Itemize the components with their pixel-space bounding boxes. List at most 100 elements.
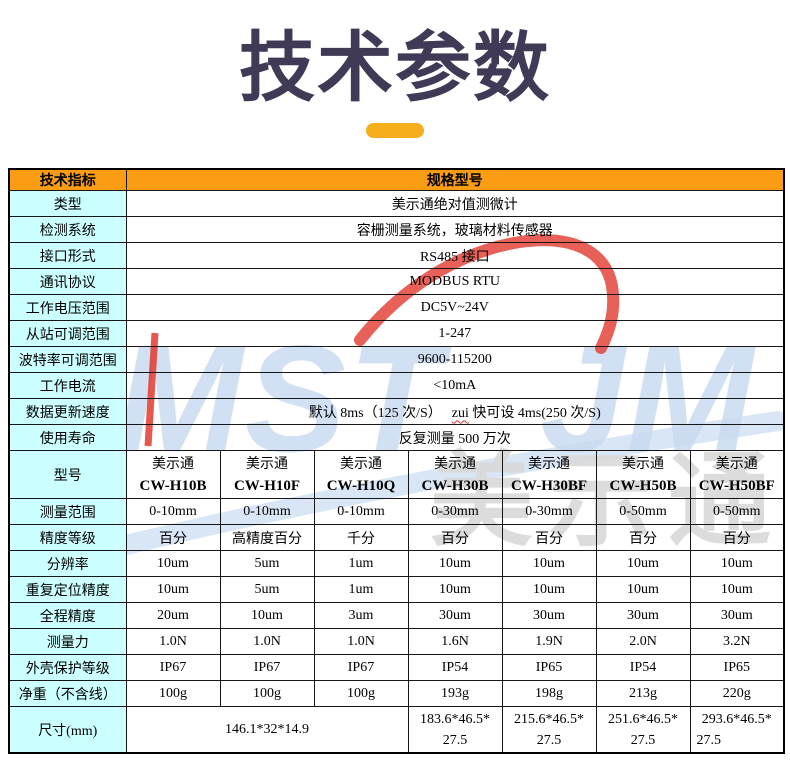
param-value-cell: 213g: [595, 680, 691, 707]
table-row: 通讯协议 MODBUS RTU: [8, 268, 785, 295]
model-brand: 美示通: [246, 456, 288, 472]
param-value-cell: 10um: [689, 550, 785, 577]
table-row: 类型 美示通绝对值测微计: [8, 190, 785, 217]
param-value-cell: 30um: [689, 602, 785, 629]
table-row: 检测系统 容栅测量系统，玻璃材料传感器: [8, 216, 785, 243]
row-label-cell: 数据更新速度: [8, 398, 127, 425]
param-value-cell: 30um: [501, 602, 597, 629]
model-number: CW-H10Q: [326, 477, 396, 494]
spec-value-cell: 1-247: [125, 320, 785, 347]
model-cell: 美示通 CW-H10B: [125, 450, 221, 499]
param-value-cell: 百分: [595, 524, 691, 551]
row-label-cell: 全程精度: [8, 602, 127, 629]
table-row: 波特率可调范围 9600-115200: [8, 346, 785, 373]
param-value-cell: 0-50mm: [689, 498, 785, 525]
param-value-cell: IP67: [125, 654, 221, 681]
model-brand: 美示通: [434, 456, 476, 472]
param-value-cell: 百分: [407, 524, 503, 551]
model-number: CW-H10B: [139, 477, 207, 494]
model-brand: 美示通: [152, 456, 194, 472]
table-row: 接口形式 RS485 接口: [8, 242, 785, 269]
param-value-cell: 10um: [125, 550, 221, 577]
header-spec-cell: 规格型号: [125, 168, 785, 191]
param-value-cell: 30um: [407, 602, 503, 629]
spec-value-cell: 容栅测量系统，玻璃材料传感器: [125, 216, 785, 243]
param-value-cell: 1.0N: [125, 628, 221, 655]
row-label-cell: 测量范围: [8, 498, 127, 525]
param-value-cell: IP65: [501, 654, 597, 681]
table-row: 从站可调范围 1-247: [8, 320, 785, 347]
param-value-cell: 百分: [501, 524, 597, 551]
param-value-cell: IP67: [219, 654, 315, 681]
spec-table-wrap: MST JM 美示通 技术指标 规格型号 类型 美示通绝对值测微计 检测系统 容栅测量系统…: [8, 168, 786, 758]
param-value-cell: 1.6N: [407, 628, 503, 655]
param-value-cell: 198g: [501, 680, 597, 707]
table-row: 测量范围 0-10mm 0-10mm 0-10mm 0-30mm 0-30mm 0-50mm…: [8, 498, 785, 525]
size-value-cell: 251.6*46.5* 27.5: [595, 706, 691, 754]
model-cell: 美示通 CW-H30BF: [501, 450, 597, 499]
value-suffix: 快可设 4ms(250 次/S): [468, 405, 601, 421]
param-value-cell: 1.9N: [501, 628, 597, 655]
row-label-cell: 测量力: [8, 628, 127, 655]
param-value-cell: 10um: [407, 576, 503, 603]
param-value-cell: 百分: [689, 524, 785, 551]
row-label-cell: 类型: [8, 190, 127, 217]
model-row: 型号 美示通 CW-H10B 美示通 CW-H10F 美示通 CW-H10Q 美示通 CW-H3…: [8, 450, 785, 499]
model-brand: 美示通: [528, 456, 570, 472]
row-label-cell: 通讯协议: [8, 268, 127, 295]
size-merged-cell: 146.1*32*14.9: [125, 706, 409, 754]
spec-value-cell: RS485 接口: [125, 242, 785, 269]
table-header-row: 技术指标 规格型号: [8, 168, 785, 191]
param-value-cell: 0-30mm: [407, 498, 503, 525]
param-value-cell: 高精度百分: [219, 524, 315, 551]
spec-table: 技术指标 规格型号 类型 美示通绝对值测微计 检测系统 容栅测量系统，玻璃材料传感器 接口形…: [8, 168, 786, 754]
spec-value-cell: MODBUS RTU: [125, 268, 785, 295]
row-label-cell: 工作电流: [8, 372, 127, 399]
param-value-cell: 5um: [219, 576, 315, 603]
param-value-cell: IP54: [595, 654, 691, 681]
model-number: CW-H30B: [421, 477, 489, 494]
param-value-cell: 20um: [125, 602, 221, 629]
size-line2: 27.5: [536, 732, 562, 748]
value-prefix: 默认 8ms（125 次/S）: [308, 405, 442, 421]
spec-value-cell: DC5V~24V: [125, 294, 785, 321]
param-value-cell: 2.0N: [595, 628, 691, 655]
param-value-cell: 10um: [219, 602, 315, 629]
row-label-cell: 精度等级: [8, 524, 127, 551]
table-row: 全程精度 20um 10um 3um 30um 30um 30um 30um: [8, 602, 785, 629]
row-label-cell: 型号: [8, 450, 127, 499]
title-block: 技术参数: [0, 0, 790, 139]
size-line2: 27.5: [630, 732, 656, 748]
row-label-cell: 波特率可调范围: [8, 346, 127, 373]
param-value-cell: 百分: [125, 524, 221, 551]
param-value-cell: 1.0N: [313, 628, 409, 655]
param-value-cell: 1um: [313, 576, 409, 603]
model-cell: 美示通 CW-H30B: [407, 450, 503, 499]
model-cell: 美示通 CW-H10F: [219, 450, 315, 499]
spec-value-cell: <10mA: [125, 372, 785, 399]
model-number: CW-H50BF: [698, 477, 775, 494]
title-underline-bar: [366, 123, 424, 139]
model-cell: 美示通 CW-H50BF: [689, 450, 785, 499]
param-value-cell: 5um: [219, 550, 315, 577]
row-label-cell: 从站可调范围: [8, 320, 127, 347]
size-line1: 183.6*46.5*: [420, 711, 490, 727]
spec-value-cell: 默认 8ms（125 次/S） zui 快可设 4ms(250 次/S): [125, 398, 785, 425]
size-line2: 27.5: [442, 732, 468, 748]
spec-value-cell: 9600-115200: [125, 346, 785, 373]
table-row: 净重（不含线） 100g 100g 100g 193g 198g 213g 220g: [8, 680, 785, 707]
param-value-cell: 10um: [595, 576, 691, 603]
row-label-cell: 使用寿命: [8, 424, 127, 451]
row-label-cell: 重复定位精度: [8, 576, 127, 603]
param-value-cell: 10um: [501, 576, 597, 603]
row-label-cell: 工作电压范围: [8, 294, 127, 321]
row-label-cell: 外壳保护等级: [8, 654, 127, 681]
header-indicator-cell: 技术指标: [8, 168, 127, 191]
model-number: CW-H50B: [609, 477, 677, 494]
param-value-cell: 10um: [407, 550, 503, 577]
param-value-cell: 1.0N: [219, 628, 315, 655]
size-line2: 27.5: [696, 732, 722, 748]
table-row: 分辨率 10um 5um 1um 10um 10um 10um 10um: [8, 550, 785, 577]
param-value-cell: IP65: [689, 654, 785, 681]
size-value-cell: 215.6*46.5* 27.5: [501, 706, 597, 754]
